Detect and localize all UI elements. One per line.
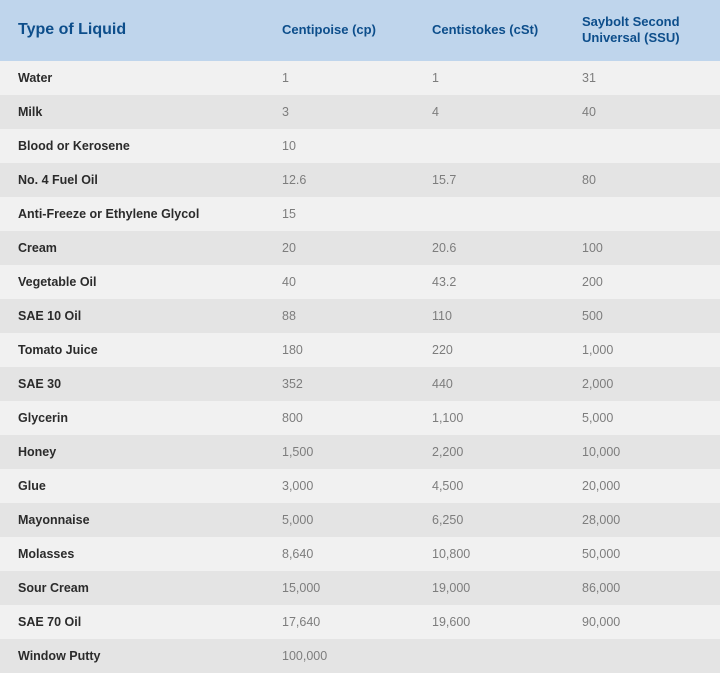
- cell-cp: 40: [270, 265, 420, 299]
- table-row: Honey1,5002,20010,000: [0, 435, 720, 469]
- cell-cp: 352: [270, 367, 420, 401]
- cell-cst: 110: [420, 299, 570, 333]
- cell-cp: 17,640: [270, 605, 420, 639]
- table-row: Glycerin8001,1005,000: [0, 401, 720, 435]
- cell-cst: [420, 639, 570, 673]
- table-body: Water1131Milk3440Blood or Kerosene10No. …: [0, 61, 720, 673]
- table-row: Anti-Freeze or Ethylene Glycol15: [0, 197, 720, 231]
- cell-cst: 4: [420, 95, 570, 129]
- cell-type: Glycerin: [0, 401, 270, 435]
- header-type: Type of Liquid: [0, 0, 270, 61]
- cell-cp: 5,000: [270, 503, 420, 537]
- cell-cst: 220: [420, 333, 570, 367]
- cell-ssu: 86,000: [570, 571, 720, 605]
- cell-ssu: 200: [570, 265, 720, 299]
- cell-type: Vegetable Oil: [0, 265, 270, 299]
- cell-type: SAE 30: [0, 367, 270, 401]
- cell-cp: 1,500: [270, 435, 420, 469]
- cell-ssu: [570, 639, 720, 673]
- cell-cst: 20.6: [420, 231, 570, 265]
- cell-type: No. 4 Fuel Oil: [0, 163, 270, 197]
- cell-ssu: 1,000: [570, 333, 720, 367]
- cell-type: Window Putty: [0, 639, 270, 673]
- table-header-row: Type of Liquid Centipoise (cp) Centistok…: [0, 0, 720, 61]
- table-row: Sour Cream15,00019,00086,000: [0, 571, 720, 605]
- cell-cp: 1: [270, 61, 420, 95]
- table-row: Milk3440: [0, 95, 720, 129]
- header-ssu: Saybolt Second Universal (SSU): [570, 0, 720, 61]
- cell-cst: 440: [420, 367, 570, 401]
- cell-cp: 180: [270, 333, 420, 367]
- table-row: Mayonnaise5,0006,25028,000: [0, 503, 720, 537]
- cell-ssu: 10,000: [570, 435, 720, 469]
- table-row: Tomato Juice1802201,000: [0, 333, 720, 367]
- cell-ssu: 90,000: [570, 605, 720, 639]
- cell-cp: 3: [270, 95, 420, 129]
- cell-type: Milk: [0, 95, 270, 129]
- cell-cp: 15: [270, 197, 420, 231]
- cell-ssu: [570, 129, 720, 163]
- cell-type: SAE 10 Oil: [0, 299, 270, 333]
- table-row: SAE 70 Oil17,64019,60090,000: [0, 605, 720, 639]
- cell-cst: 1: [420, 61, 570, 95]
- table-row: Glue3,0004,50020,000: [0, 469, 720, 503]
- cell-ssu: 100: [570, 231, 720, 265]
- cell-type: Sour Cream: [0, 571, 270, 605]
- cell-ssu: 31: [570, 61, 720, 95]
- header-cst: Centistokes (cSt): [420, 0, 570, 61]
- cell-cst: 2,200: [420, 435, 570, 469]
- cell-cst: [420, 197, 570, 231]
- cell-cst: 1,100: [420, 401, 570, 435]
- cell-cst: [420, 129, 570, 163]
- table-row: Cream2020.6100: [0, 231, 720, 265]
- cell-cp: 3,000: [270, 469, 420, 503]
- table-row: Molasses8,64010,80050,000: [0, 537, 720, 571]
- cell-type: Water: [0, 61, 270, 95]
- cell-type: Mayonnaise: [0, 503, 270, 537]
- cell-type: Tomato Juice: [0, 333, 270, 367]
- cell-type: Blood or Kerosene: [0, 129, 270, 163]
- header-cp: Centipoise (cp): [270, 0, 420, 61]
- cell-cst: 43.2: [420, 265, 570, 299]
- cell-type: Molasses: [0, 537, 270, 571]
- cell-ssu: 28,000: [570, 503, 720, 537]
- cell-ssu: 20,000: [570, 469, 720, 503]
- cell-ssu: 5,000: [570, 401, 720, 435]
- cell-cp: 20: [270, 231, 420, 265]
- cell-cst: 4,500: [420, 469, 570, 503]
- cell-cp: 800: [270, 401, 420, 435]
- table-row: SAE 303524402,000: [0, 367, 720, 401]
- cell-cp: 12.6: [270, 163, 420, 197]
- cell-cp: 8,640: [270, 537, 420, 571]
- cell-type: Honey: [0, 435, 270, 469]
- cell-cp: 88: [270, 299, 420, 333]
- table-row: Vegetable Oil4043.2200: [0, 265, 720, 299]
- cell-cst: 6,250: [420, 503, 570, 537]
- cell-ssu: 50,000: [570, 537, 720, 571]
- cell-cp: 100,000: [270, 639, 420, 673]
- cell-type: Cream: [0, 231, 270, 265]
- table-row: Water1131: [0, 61, 720, 95]
- cell-cp: 15,000: [270, 571, 420, 605]
- table-row: No. 4 Fuel Oil12.615.780: [0, 163, 720, 197]
- table-row: SAE 10 Oil88110500: [0, 299, 720, 333]
- cell-ssu: [570, 197, 720, 231]
- cell-cst: 15.7: [420, 163, 570, 197]
- cell-ssu: 500: [570, 299, 720, 333]
- cell-cst: 19,600: [420, 605, 570, 639]
- cell-cst: 19,000: [420, 571, 570, 605]
- cell-ssu: 2,000: [570, 367, 720, 401]
- cell-ssu: 40: [570, 95, 720, 129]
- cell-type: Anti-Freeze or Ethylene Glycol: [0, 197, 270, 231]
- cell-type: SAE 70 Oil: [0, 605, 270, 639]
- viscosity-table: Type of Liquid Centipoise (cp) Centistok…: [0, 0, 720, 673]
- table-row: Window Putty100,000: [0, 639, 720, 673]
- table-row: Blood or Kerosene10: [0, 129, 720, 163]
- cell-cp: 10: [270, 129, 420, 163]
- cell-type: Glue: [0, 469, 270, 503]
- cell-cst: 10,800: [420, 537, 570, 571]
- cell-ssu: 80: [570, 163, 720, 197]
